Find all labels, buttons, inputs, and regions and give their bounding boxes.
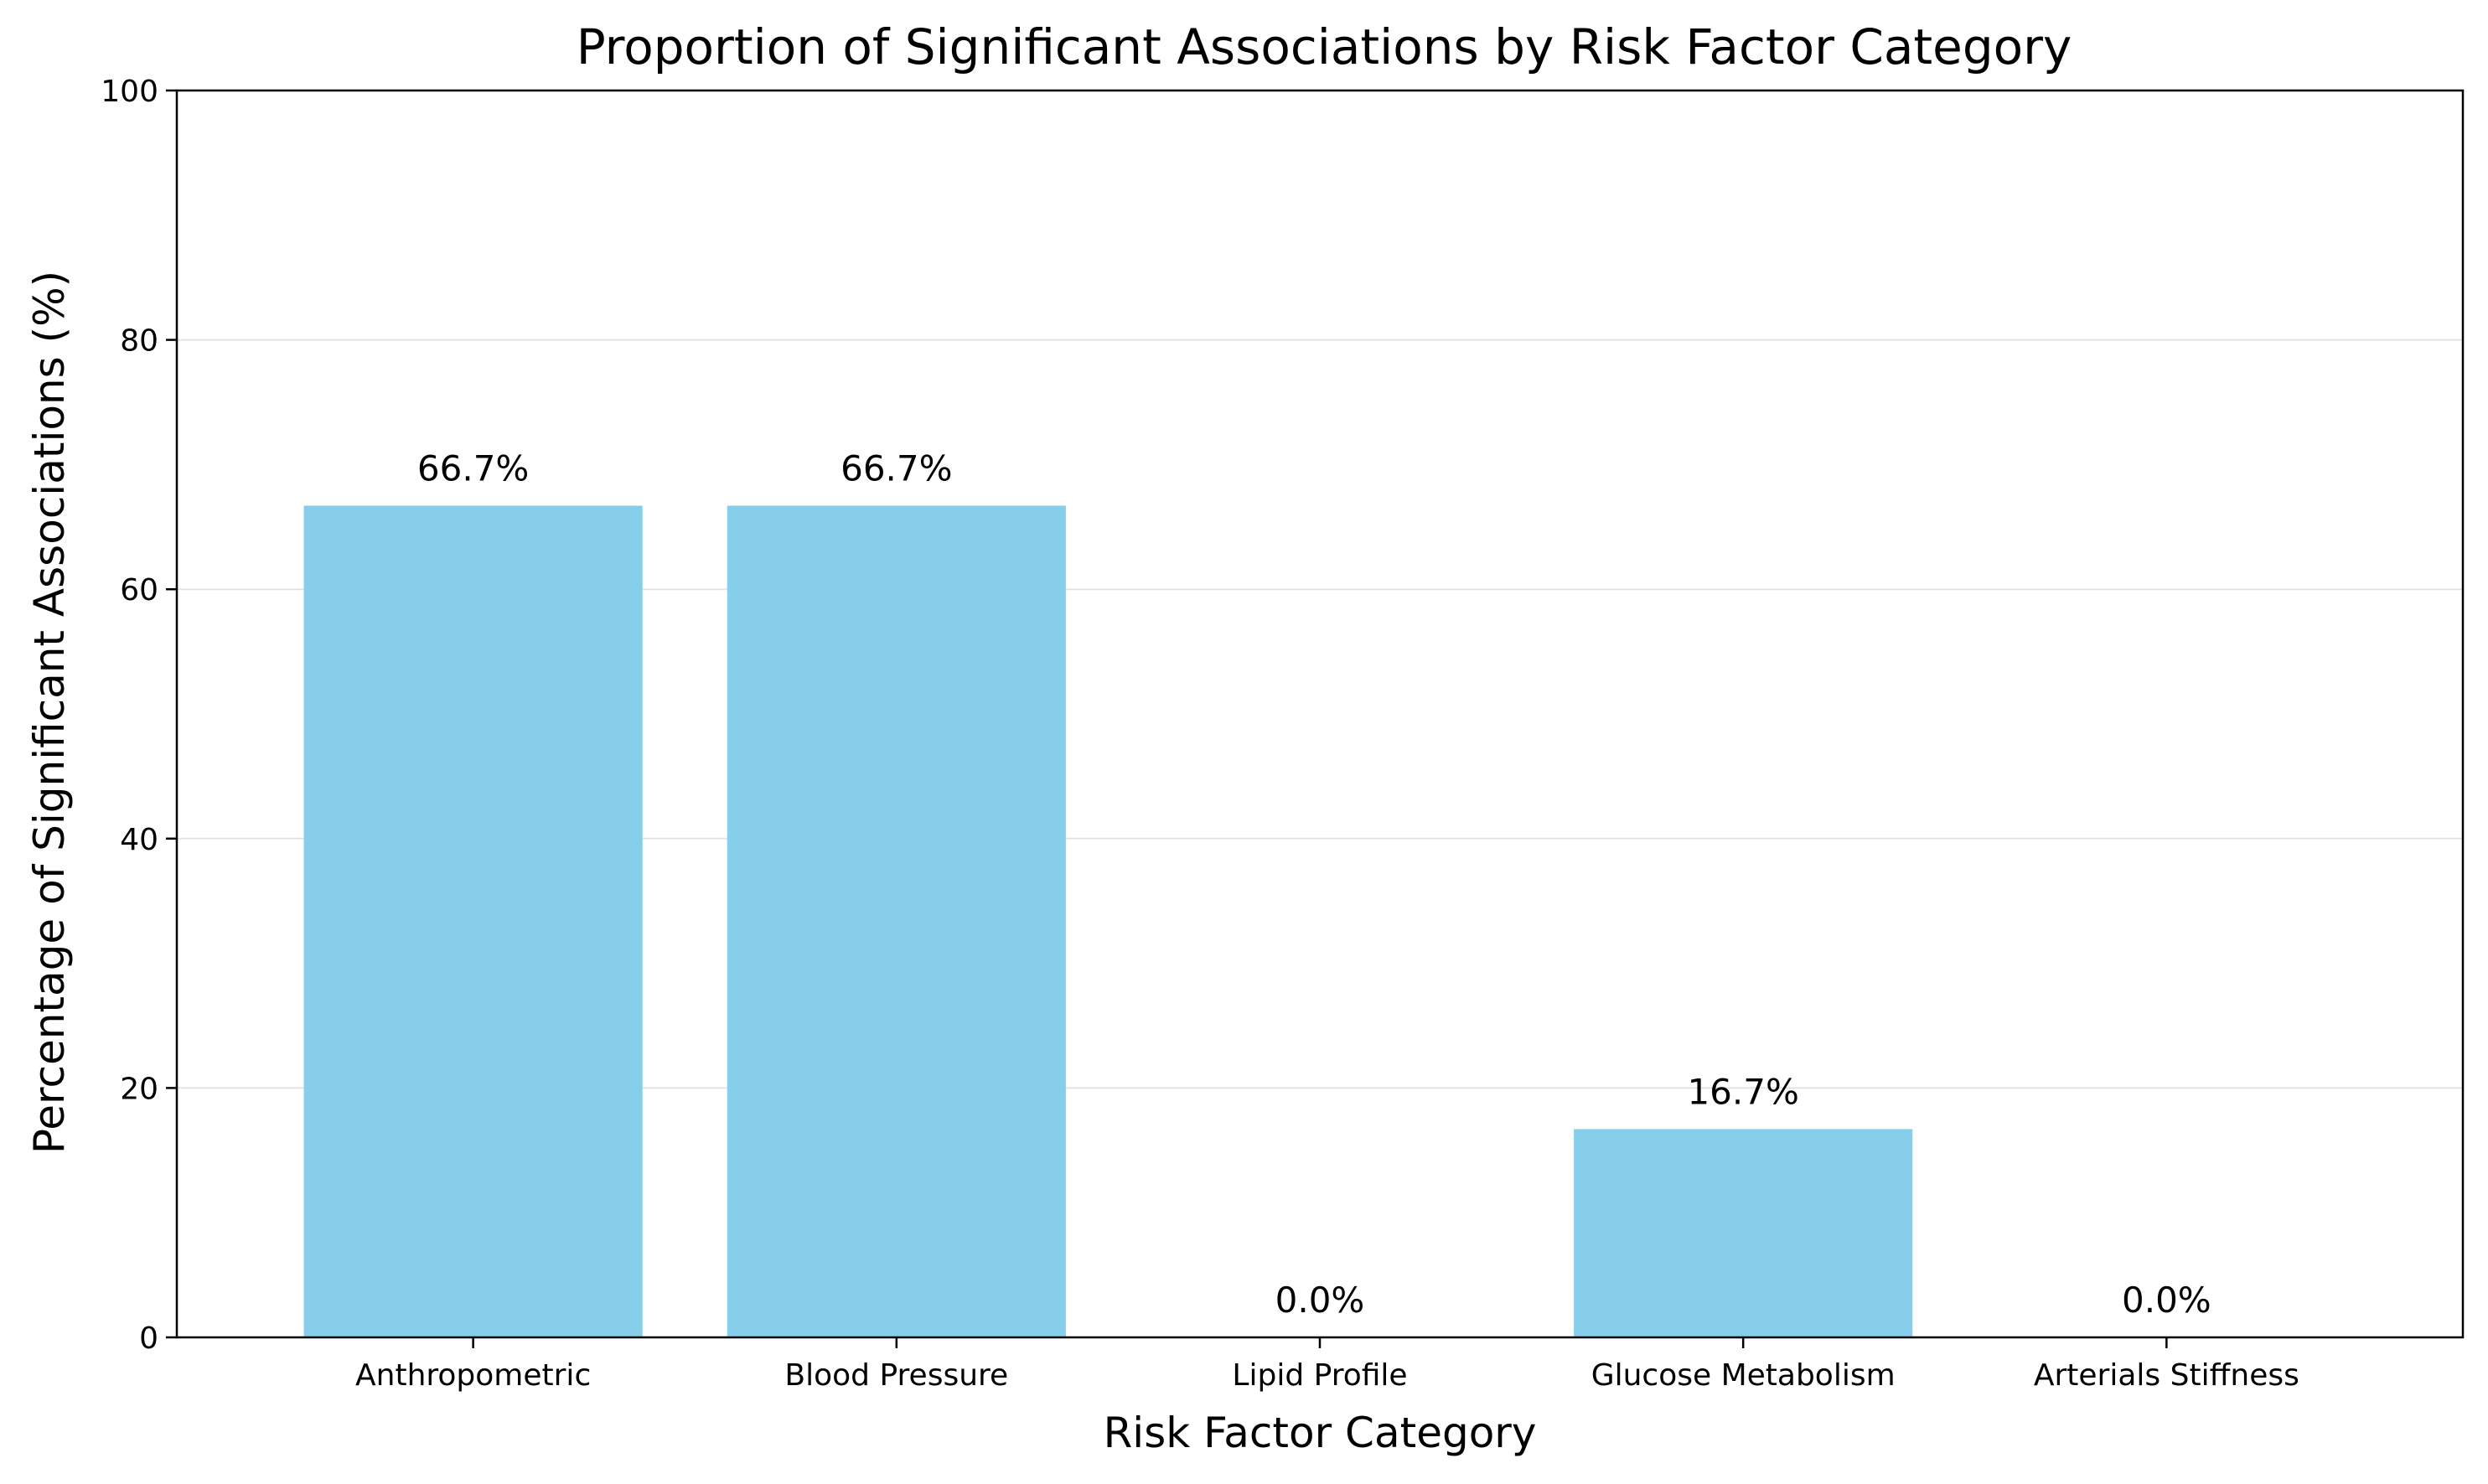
y-tick-label: 60 [120, 573, 158, 608]
x-tick-label: Anthropometric [355, 1358, 591, 1393]
x-tick-label: Blood Pressure [784, 1358, 1008, 1393]
chart-title: Proportion of Significant Associations b… [577, 18, 2072, 75]
bar-value-label: 66.7% [417, 448, 529, 489]
bars [303, 505, 1913, 1337]
x-tick-label: Lipid Profile [1232, 1358, 1407, 1393]
x-tick-label: Arterials Stiffness [2034, 1358, 2299, 1393]
x-axis-title: Risk Factor Category [1104, 1409, 1537, 1457]
x-tick-label: Glucose Metabolism [1591, 1358, 1896, 1393]
y-tick-label: 20 [120, 1072, 158, 1106]
y-axis-title: Percentage of Significant Associations (… [25, 271, 74, 1154]
x-axis: Anthropometric Blood Pressure Lipid Profil… [355, 1337, 2299, 1393]
bar [727, 505, 1066, 1337]
bar [303, 505, 643, 1337]
bar [1574, 1129, 1913, 1337]
y-tick-label: 40 [120, 823, 158, 857]
y-tick-label: 80 [120, 324, 158, 359]
y-tick-label: 100 [101, 75, 158, 109]
bar-value-label: 0.0% [1275, 1280, 1365, 1321]
bar-value-label: 0.0% [2122, 1280, 2211, 1321]
bar-value-labels: 66.7% 66.7% 0.0% 16.7% 0.0% [417, 448, 2211, 1321]
y-tick-label: 0 [139, 1321, 158, 1356]
bar-value-label: 16.7% [1687, 1072, 1798, 1113]
y-axis: 0 20 40 60 80 100 [101, 75, 177, 1356]
bar-value-label: 66.7% [841, 448, 952, 489]
